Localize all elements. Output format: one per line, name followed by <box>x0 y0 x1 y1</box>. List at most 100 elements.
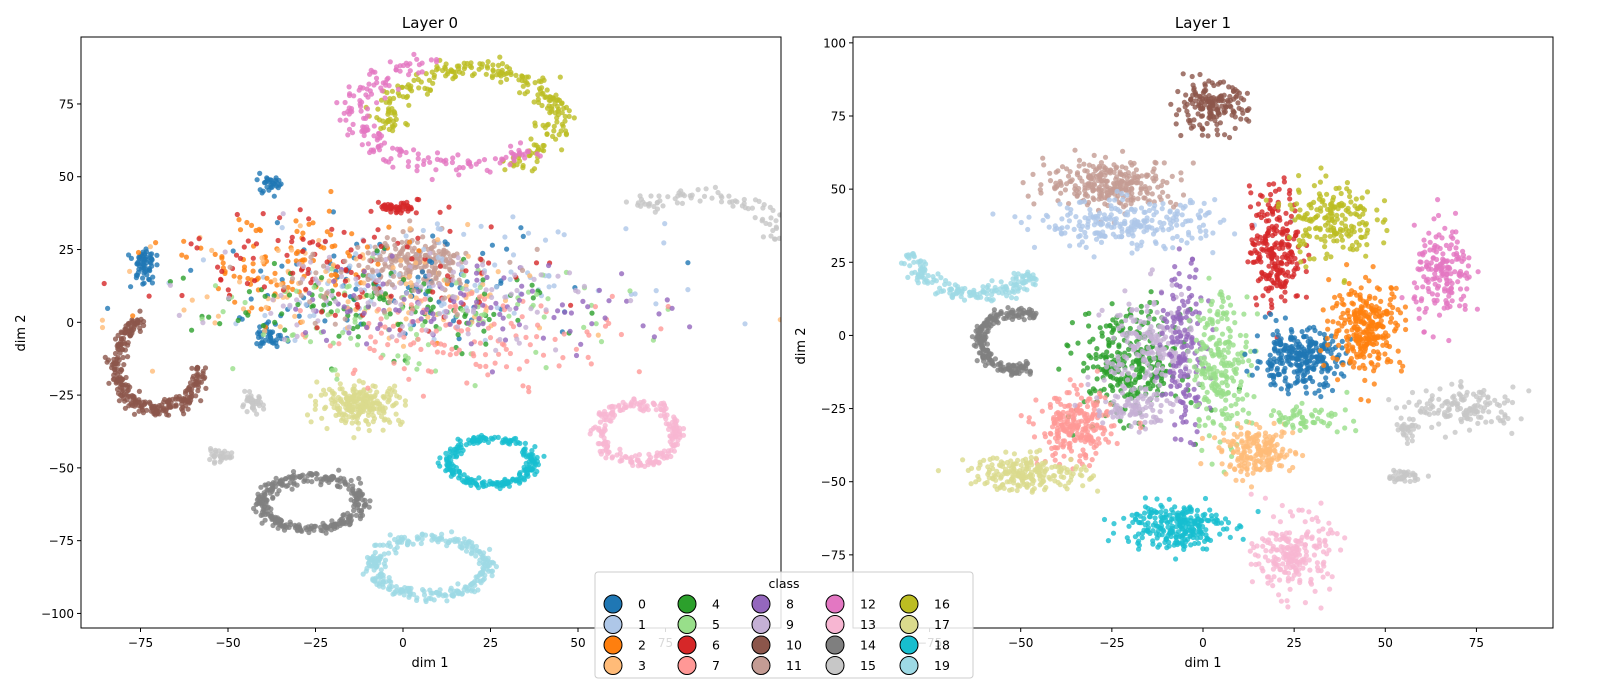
scatter-point-class-19 <box>997 286 1003 292</box>
scatter-point-class-13 <box>596 410 603 416</box>
scatter-point-class-10 <box>1246 118 1252 124</box>
scatter-point-class-7 <box>636 369 642 375</box>
scatter-point-class-12 <box>1422 243 1428 249</box>
scatter-point-class-3 <box>292 313 298 319</box>
scatter-point-class-16 <box>1295 187 1302 193</box>
scatter-point-class-7 <box>434 349 440 355</box>
scatter-point-class-1 <box>303 301 309 308</box>
scatter-point-class-19 <box>380 579 386 585</box>
scatter-point-class-11 <box>370 269 376 275</box>
scatter-point-class-4 <box>491 311 497 317</box>
scatter-point-class-19 <box>443 593 449 599</box>
scatter-point-class-16 <box>450 76 456 82</box>
scatter-point-class-16 <box>1329 203 1335 209</box>
scatter-point-class-16 <box>531 166 538 172</box>
scatter-point-class-19 <box>394 544 400 550</box>
scatter-point-class-16 <box>443 73 449 79</box>
scatter-point-class-6 <box>250 255 256 261</box>
scatter-point-class-11 <box>1099 178 1105 184</box>
scatter-point-class-6 <box>1259 238 1266 244</box>
scatter-point-class-7 <box>411 340 417 346</box>
scatter-point-class-14 <box>274 491 280 497</box>
scatter-point-class-6 <box>1289 249 1295 255</box>
scatter-point-class-13 <box>637 406 643 412</box>
scatter-point-class-4 <box>387 311 393 317</box>
scatter-point-class-13 <box>628 458 634 465</box>
scatter-point-class-15 <box>229 450 235 456</box>
scatter-point-class-11 <box>1142 195 1148 201</box>
scatter-point-class-8 <box>540 335 547 341</box>
scatter-point-class-10 <box>105 357 112 363</box>
scatter-point-class-6 <box>261 284 267 290</box>
scatter-point-class-8 <box>480 302 486 308</box>
scatter-point-class-10 <box>128 332 134 338</box>
scatter-point-class-13 <box>603 439 609 445</box>
scatter-point-class-16 <box>1355 206 1361 212</box>
scatter-point-class-16 <box>1297 207 1303 213</box>
scatter-point-class-16 <box>1312 225 1319 232</box>
scatter-point-class-2 <box>245 275 251 282</box>
scatter-point-class-6 <box>382 203 388 209</box>
scatter-point-class-0 <box>498 280 504 286</box>
scatter-point-class-14 <box>314 476 320 482</box>
scatter-point-class-7 <box>376 306 382 312</box>
scatter-point-class-16 <box>1296 173 1302 179</box>
scatter-point-class-1 <box>502 234 508 240</box>
scatter-point-class-9 <box>370 251 376 257</box>
scatter-point-class-16 <box>520 83 526 89</box>
scatter-point-class-8 <box>489 369 495 375</box>
scatter-point-class-7 <box>534 334 540 340</box>
scatter-point-class-7 <box>440 350 446 356</box>
scatter-point-class-4 <box>480 277 486 283</box>
scatter-point-class-16 <box>408 83 414 89</box>
scatter-point-class-7 <box>406 376 412 382</box>
scatter-point-class-8 <box>551 314 557 321</box>
scatter-point-class-8 <box>484 274 490 280</box>
scatter-point-class-11 <box>1091 152 1097 158</box>
scatter-point-class-4 <box>336 333 342 339</box>
scatter-point-class-2 <box>285 258 291 264</box>
scatter-point-class-10 <box>1175 88 1181 95</box>
scatter-point-class-12 <box>374 100 380 106</box>
scatter-point-class-15 <box>730 203 736 209</box>
scatter-point-class-18 <box>446 454 452 460</box>
scatter-point-class-10 <box>122 330 129 336</box>
scatter-point-class-18 <box>461 472 467 478</box>
scatter-point-class-19 <box>910 251 916 257</box>
scatter-point-class-19 <box>469 546 475 553</box>
scatter-point-class-6 <box>241 244 247 250</box>
scatter-point-class-1 <box>1046 224 1052 230</box>
scatter-point-class-1 <box>1201 200 1207 206</box>
scatter-point-class-1 <box>1106 197 1112 203</box>
scatter-point-class-9 <box>573 287 579 294</box>
scatter-point-class-16 <box>389 88 395 94</box>
scatter-point-class-16 <box>384 118 390 125</box>
scatter-point-class-16 <box>1327 233 1333 239</box>
scatter-point-class-10 <box>1226 134 1233 141</box>
scatter-point-class-11 <box>1121 173 1127 179</box>
scatter-point-class-11 <box>412 264 418 271</box>
scatter-point-class-16 <box>460 70 466 76</box>
scatter-point-class-12 <box>373 75 380 81</box>
scatter-point-class-15 <box>665 194 671 200</box>
scatter-point-class-1 <box>1071 226 1077 232</box>
scatter-point-class-19 <box>487 546 493 553</box>
scatter-point-class-1 <box>1101 212 1107 218</box>
scatter-point-class-9 <box>399 323 405 329</box>
scatter-point-class-14 <box>334 483 340 489</box>
scatter-point-class-10 <box>1209 113 1215 119</box>
scatter-point-class-14 <box>313 523 319 529</box>
scatter-point-class-16 <box>554 115 560 121</box>
scatter-point-class-6 <box>233 252 240 258</box>
scatter-point-class-16 <box>528 136 534 142</box>
scatter-point-class-7 <box>394 338 400 344</box>
scatter-point-class-14 <box>288 521 294 528</box>
scatter-point-class-3 <box>209 247 215 253</box>
scatter-point-class-10 <box>125 342 131 348</box>
scatter-point-class-14 <box>292 522 298 528</box>
scatter-point-class-1 <box>653 301 659 307</box>
scatter-point-class-12 <box>346 126 353 132</box>
scatter-point-class-1 <box>1138 243 1144 249</box>
scatter-point-class-4 <box>167 279 173 285</box>
